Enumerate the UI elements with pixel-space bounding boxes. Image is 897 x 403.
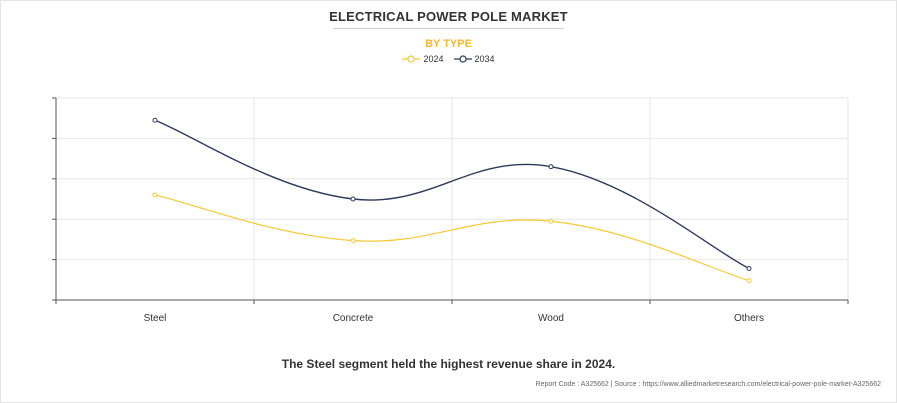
legend-label-2034: 2034 <box>474 54 495 64</box>
data-point-2034 <box>746 265 752 271</box>
chart-title: ELECTRICAL POWER POLE MARKET <box>329 9 568 24</box>
data-point-2034 <box>350 196 356 202</box>
x-tick-label: Others <box>734 313 764 324</box>
x-tick-label: Wood <box>538 313 564 324</box>
data-point-2024 <box>350 238 356 244</box>
legend: 2024 2034 <box>0 54 897 64</box>
series-line-2034 <box>154 119 750 270</box>
data-point-2024 <box>746 278 752 284</box>
x-tick-label: Concrete <box>333 313 374 324</box>
data-point-2024 <box>548 218 554 224</box>
legend-item-2024[interactable]: 2024 <box>402 54 444 64</box>
legend-marker-2034 <box>453 55 472 63</box>
x-tick-label: Steel <box>144 313 167 324</box>
chart-caption: The Steel segment held the highest reven… <box>281 357 616 371</box>
series-line-2024 <box>154 194 750 282</box>
data-point-2034 <box>152 117 158 123</box>
legend-marker-2024 <box>402 55 421 63</box>
legend-item-2034[interactable]: 2034 <box>453 54 495 64</box>
title-divider <box>333 28 564 29</box>
source-note: Report Code : A325662 | Source : https:/… <box>535 381 881 388</box>
data-point-2024 <box>152 192 158 198</box>
data-point-2034 <box>548 164 554 170</box>
legend-label-2024: 2024 <box>423 54 444 64</box>
chart-subtitle: BY TYPE <box>425 38 472 50</box>
